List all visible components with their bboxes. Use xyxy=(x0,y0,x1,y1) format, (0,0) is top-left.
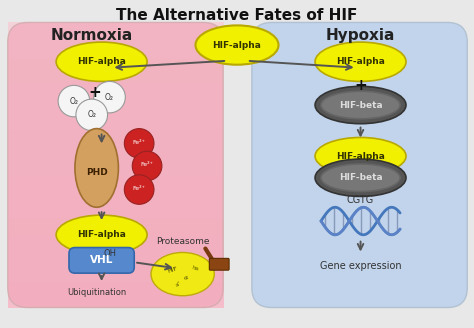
Text: Fe²⁺: Fe²⁺ xyxy=(133,186,146,191)
Ellipse shape xyxy=(315,86,406,124)
Text: HIF-beta: HIF-beta xyxy=(339,173,383,182)
Text: Normoxia: Normoxia xyxy=(51,28,133,43)
FancyBboxPatch shape xyxy=(210,258,229,270)
Text: OH: OH xyxy=(103,249,116,258)
Text: O₂: O₂ xyxy=(87,110,96,119)
Text: The Alternative Fates of HIF: The Alternative Fates of HIF xyxy=(116,8,358,23)
Text: HIF: HIF xyxy=(167,266,178,274)
Ellipse shape xyxy=(315,159,406,196)
Text: ha: ha xyxy=(191,265,200,272)
Circle shape xyxy=(124,129,154,158)
Circle shape xyxy=(58,85,90,117)
Text: Ubiquitination: Ubiquitination xyxy=(67,288,126,297)
FancyBboxPatch shape xyxy=(252,22,467,308)
Text: a⁺: a⁺ xyxy=(175,280,182,288)
Ellipse shape xyxy=(75,129,118,207)
Text: PHD: PHD xyxy=(86,168,108,177)
Circle shape xyxy=(124,175,154,204)
Text: HIF-alpha: HIF-alpha xyxy=(77,230,126,239)
Text: α: α xyxy=(183,275,188,281)
Text: +: + xyxy=(354,78,367,93)
Text: Fe²⁺: Fe²⁺ xyxy=(141,162,154,168)
Text: HIF-beta: HIF-beta xyxy=(339,100,383,110)
Circle shape xyxy=(94,81,125,113)
Text: Fe²⁺: Fe²⁺ xyxy=(133,140,146,145)
Text: HIF-alpha: HIF-alpha xyxy=(212,41,262,50)
Ellipse shape xyxy=(321,164,400,192)
Text: Hypoxia: Hypoxia xyxy=(326,28,395,43)
Circle shape xyxy=(76,99,108,131)
Text: HIF-alpha: HIF-alpha xyxy=(336,57,385,66)
Ellipse shape xyxy=(56,215,147,255)
Text: Proteasome: Proteasome xyxy=(156,237,210,246)
Text: +: + xyxy=(88,85,101,100)
Text: CGTG: CGTG xyxy=(347,195,374,205)
Ellipse shape xyxy=(315,42,406,81)
Text: HIF-alpha: HIF-alpha xyxy=(336,152,385,161)
Text: VHL: VHL xyxy=(90,255,113,265)
Text: HIF-alpha: HIF-alpha xyxy=(77,57,126,66)
Text: O₂: O₂ xyxy=(69,96,78,106)
Ellipse shape xyxy=(151,253,214,296)
Text: O₂: O₂ xyxy=(105,92,114,102)
Ellipse shape xyxy=(321,91,400,119)
Ellipse shape xyxy=(195,25,279,65)
FancyBboxPatch shape xyxy=(8,22,223,308)
Circle shape xyxy=(132,151,162,181)
FancyBboxPatch shape xyxy=(69,248,134,273)
Text: Gene expression: Gene expression xyxy=(320,261,401,271)
Ellipse shape xyxy=(315,137,406,175)
Ellipse shape xyxy=(56,42,147,81)
